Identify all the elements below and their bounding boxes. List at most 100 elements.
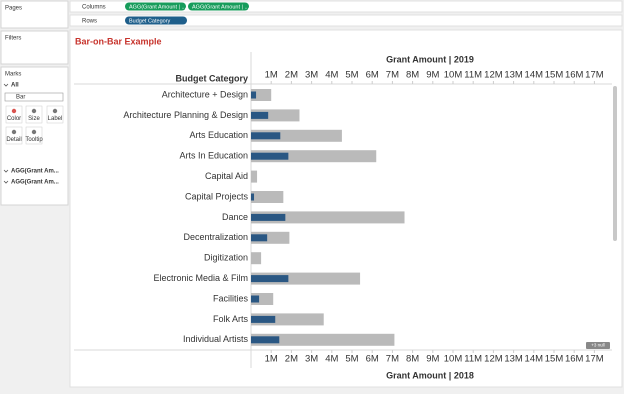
pages-title: Pages xyxy=(5,6,22,12)
x2-tick-label: 17M xyxy=(585,70,604,81)
category-label: Dance xyxy=(222,212,248,222)
x-tick-label: 15M xyxy=(545,354,564,365)
columns-shelf xyxy=(69,0,623,13)
pill-text: Budget Category xyxy=(129,18,171,24)
pages-panel xyxy=(0,0,69,29)
category-label: Individual Artists xyxy=(183,334,249,344)
filters-title: Filters xyxy=(5,36,21,42)
bar xyxy=(251,191,284,203)
bar xyxy=(251,333,395,346)
columns-label: Columns xyxy=(82,5,106,11)
x-tick-label: 14M xyxy=(525,354,544,365)
x2-tick-label: 8M xyxy=(406,70,419,81)
mark-layer[interactable]: AGG(Grant Am... xyxy=(11,180,59,186)
category-label: Decentralization xyxy=(183,232,248,242)
bar xyxy=(251,315,276,323)
card-label: Detail xyxy=(6,137,21,143)
mark-card[interactable] xyxy=(5,126,23,145)
bar xyxy=(251,234,268,242)
x2-tick-label: 4M xyxy=(325,70,338,81)
x2-tick-label: 11M xyxy=(464,70,482,81)
category-header: Budget Category xyxy=(175,73,248,83)
bar xyxy=(251,211,405,224)
mark-type: Bar xyxy=(16,95,25,101)
bar xyxy=(251,152,289,160)
bar xyxy=(251,91,257,99)
x-tick-label: 11M xyxy=(464,354,482,365)
mark-type-dropdown[interactable] xyxy=(4,92,64,102)
null-badge[interactable] xyxy=(586,342,610,349)
card-label: Color xyxy=(7,116,21,122)
bottom-axis-title: Grant Amount | 2018 xyxy=(386,370,474,380)
bar xyxy=(251,252,262,265)
marks-all[interactable]: All xyxy=(11,83,19,89)
bar xyxy=(251,213,286,221)
mark-card[interactable] xyxy=(46,105,64,124)
pill-text: AGG(Grant Amount | ... xyxy=(192,4,250,10)
rows-shelf xyxy=(69,14,623,27)
pill-text: AGG(Grant Amount | ... xyxy=(129,4,187,10)
category-label: Folk Arts xyxy=(213,314,249,324)
x2-tick-label: 15M xyxy=(545,70,564,81)
x2-tick-label: 16M xyxy=(565,70,584,81)
bar xyxy=(251,170,258,183)
category-label: Architecture + Design xyxy=(162,89,248,99)
expand-icon xyxy=(3,169,9,173)
x2-tick-label: 2M xyxy=(285,70,298,81)
mark-card[interactable] xyxy=(25,105,43,124)
x2-tick-label: 10M xyxy=(444,70,463,81)
chart-title: Bar-on-Bar Example xyxy=(75,36,162,46)
card-label: Label xyxy=(48,116,63,122)
x-tick-label: 2M xyxy=(285,354,298,365)
category-label: Digitization xyxy=(204,253,248,263)
x-tick-label: 4M xyxy=(325,354,338,365)
bar xyxy=(251,132,281,140)
x2-tick-label: 13M xyxy=(504,70,523,81)
category-label: Facilities xyxy=(213,293,249,303)
x2-tick-label: 9M xyxy=(426,70,439,81)
category-label: Arts Education xyxy=(189,130,248,140)
card-icon xyxy=(52,108,58,114)
card-icon xyxy=(31,129,37,135)
category-label: Capital Projects xyxy=(185,191,249,201)
x-tick-label: 7M xyxy=(386,354,399,365)
mark-card[interactable] xyxy=(25,126,43,145)
bar xyxy=(251,193,255,201)
column-pill[interactable] xyxy=(125,2,186,11)
rows-label: Rows xyxy=(82,19,97,25)
null-badge-text: +3 null xyxy=(591,343,604,348)
card-icon xyxy=(11,108,17,114)
bar xyxy=(251,336,280,344)
x2-tick-label: 14M xyxy=(525,70,544,81)
row-pill[interactable] xyxy=(125,16,187,25)
column-pill[interactable] xyxy=(188,2,249,11)
bar xyxy=(251,111,269,119)
x2-tick-label: 5M xyxy=(345,70,358,81)
x2-tick-label: 7M xyxy=(386,70,399,81)
expand-icon xyxy=(3,83,9,87)
card-label: Size xyxy=(28,116,40,122)
bar xyxy=(251,295,260,303)
scrollbar[interactable] xyxy=(613,86,617,241)
marks-title: Marks xyxy=(5,72,21,78)
category-label: Electronic Media & Film xyxy=(153,273,248,283)
top-axis-title: Grant Amount | 2019 xyxy=(386,54,474,64)
x2-tick-label: 6M xyxy=(366,70,379,81)
bar xyxy=(251,275,289,283)
x-tick-label: 17M xyxy=(585,354,604,365)
x-tick-label: 9M xyxy=(426,354,439,365)
card-icon xyxy=(31,108,37,114)
view-panel xyxy=(69,29,623,388)
x-tick-label: 6M xyxy=(366,354,379,365)
x2-tick-label: 1M xyxy=(265,70,278,81)
x2-tick-label: 12M xyxy=(484,70,503,81)
x-tick-label: 1M xyxy=(265,354,278,365)
card-label: Tooltip xyxy=(25,137,43,143)
x-tick-label: 13M xyxy=(504,354,523,365)
category-label: Arts In Education xyxy=(179,151,248,161)
mark-card[interactable] xyxy=(5,105,23,124)
x-tick-label: 5M xyxy=(345,354,358,365)
mark-layer[interactable]: AGG(Grant Am... xyxy=(11,169,59,175)
